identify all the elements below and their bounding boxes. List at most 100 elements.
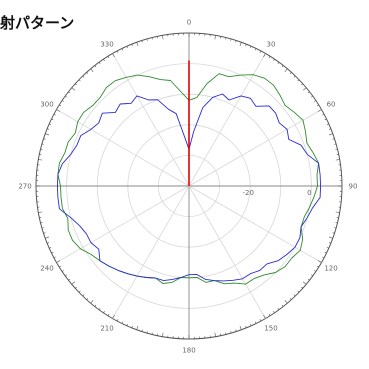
- outer-tick: [68, 91, 71, 94]
- outer-tick: [43, 232, 46, 234]
- outer-tick: [116, 319, 119, 322]
- outer-tick: [307, 91, 310, 94]
- outer-tick: [112, 314, 115, 319]
- outer-tick: [43, 138, 46, 140]
- outer-tick: [41, 227, 44, 229]
- outer-tick: [302, 281, 307, 285]
- series-line-1: [57, 73, 320, 285]
- outer-tick: [90, 68, 94, 73]
- chart-title: 射パターン: [0, 14, 75, 32]
- outer-tick: [61, 100, 64, 102]
- outer-tick: [53, 113, 56, 116]
- angle-tick-label: 30: [267, 40, 276, 48]
- outer-tick: [250, 46, 252, 49]
- outer-tick: [103, 311, 105, 314]
- grid-spoke: [56, 109, 190, 187]
- outer-tick: [254, 321, 257, 324]
- outer-tick: [334, 143, 337, 145]
- outer-tick: [268, 56, 271, 59]
- radial-tick-label: 0: [307, 189, 311, 197]
- angle-tick-label: 120: [324, 265, 337, 273]
- grid-spoke: [188, 185, 322, 263]
- outer-tick: [324, 251, 327, 254]
- outer-tick: [51, 251, 54, 254]
- outer-tick: [65, 95, 68, 98]
- series-layer: [56, 60, 322, 285]
- outer-tick: [131, 44, 133, 47]
- angle-tick-label: 330: [100, 40, 113, 48]
- outer-tick: [317, 260, 322, 263]
- outer-tick: [59, 104, 62, 107]
- outer-tick: [314, 270, 317, 272]
- outer-tick: [78, 79, 81, 82]
- angle-tick-label: 210: [100, 325, 113, 333]
- outer-tick: [146, 331, 148, 334]
- outer-tick: [78, 290, 81, 293]
- outer-tick: [268, 313, 271, 316]
- outer-tick: [297, 79, 300, 82]
- outer-tick: [302, 87, 307, 91]
- outer-tick: [98, 62, 101, 65]
- outer-tick: [326, 123, 329, 125]
- outer-tick: [314, 100, 317, 102]
- outer-tick: [307, 278, 310, 281]
- outer-tick: [61, 270, 64, 272]
- outer-tick: [263, 53, 266, 58]
- outer-tick: [335, 159, 340, 161]
- outer-tick: [301, 83, 303, 86]
- outer-tick: [214, 332, 216, 337]
- grid-spoke: [188, 53, 266, 187]
- outer-tick: [49, 123, 52, 125]
- outer-tick: [289, 298, 292, 300]
- outer-tick: [245, 325, 247, 328]
- outer-tick: [334, 227, 337, 229]
- angle-tick-label: 90: [349, 183, 358, 191]
- outer-tick: [328, 242, 331, 244]
- outer-tick: [141, 329, 143, 332]
- angle-tick-label: 240: [40, 265, 53, 273]
- outer-tick: [45, 133, 50, 136]
- outer-tick: [273, 311, 275, 314]
- outer-tick: [94, 65, 97, 68]
- outer-tick: [328, 236, 333, 239]
- outer-tick: [235, 329, 237, 332]
- outer-tick: [284, 299, 288, 304]
- grid-spoke: [56, 185, 190, 263]
- outer-tick: [107, 56, 110, 59]
- outer-tick: [316, 104, 319, 107]
- outer-tick: [230, 331, 232, 334]
- outer-tick: [56, 260, 61, 263]
- outer-tick: [41, 143, 44, 145]
- outer-tick: [90, 299, 94, 304]
- tick-labels: 0 30 60 90 120 150 180 210 240 270 300 330 -20 0: [18, 19, 357, 355]
- outer-tick: [250, 323, 252, 326]
- series-line-2: [56, 93, 322, 282]
- outer-tick: [214, 35, 216, 40]
- outer-tick: [332, 232, 335, 234]
- outer-tick: [332, 138, 335, 140]
- outer-tick: [259, 319, 262, 322]
- outer-tick: [277, 307, 280, 310]
- outer-tick: [162, 332, 164, 337]
- outer-tick: [335, 211, 340, 213]
- angle-tick-label: 270: [18, 183, 31, 191]
- grid-spoke: [112, 185, 190, 319]
- outer-tick: [263, 314, 266, 319]
- outer-tick: [86, 298, 89, 300]
- angle-tick-label: 180: [182, 347, 195, 355]
- outer-tick: [86, 72, 89, 74]
- outer-tick: [293, 294, 296, 297]
- outer-tick: [301, 286, 303, 289]
- angle-tick-label: 60: [327, 101, 336, 109]
- outer-tick: [322, 256, 325, 259]
- outer-tick: [116, 50, 119, 53]
- outer-tick: [297, 290, 300, 293]
- outer-tick: [317, 109, 322, 112]
- outer-tick: [136, 42, 139, 47]
- outer-tick: [162, 35, 164, 40]
- outer-tick: [82, 294, 85, 297]
- outer-tick: [131, 325, 133, 328]
- outer-tick: [136, 325, 139, 330]
- grid-spoke: [188, 109, 322, 187]
- outer-tick: [322, 113, 325, 116]
